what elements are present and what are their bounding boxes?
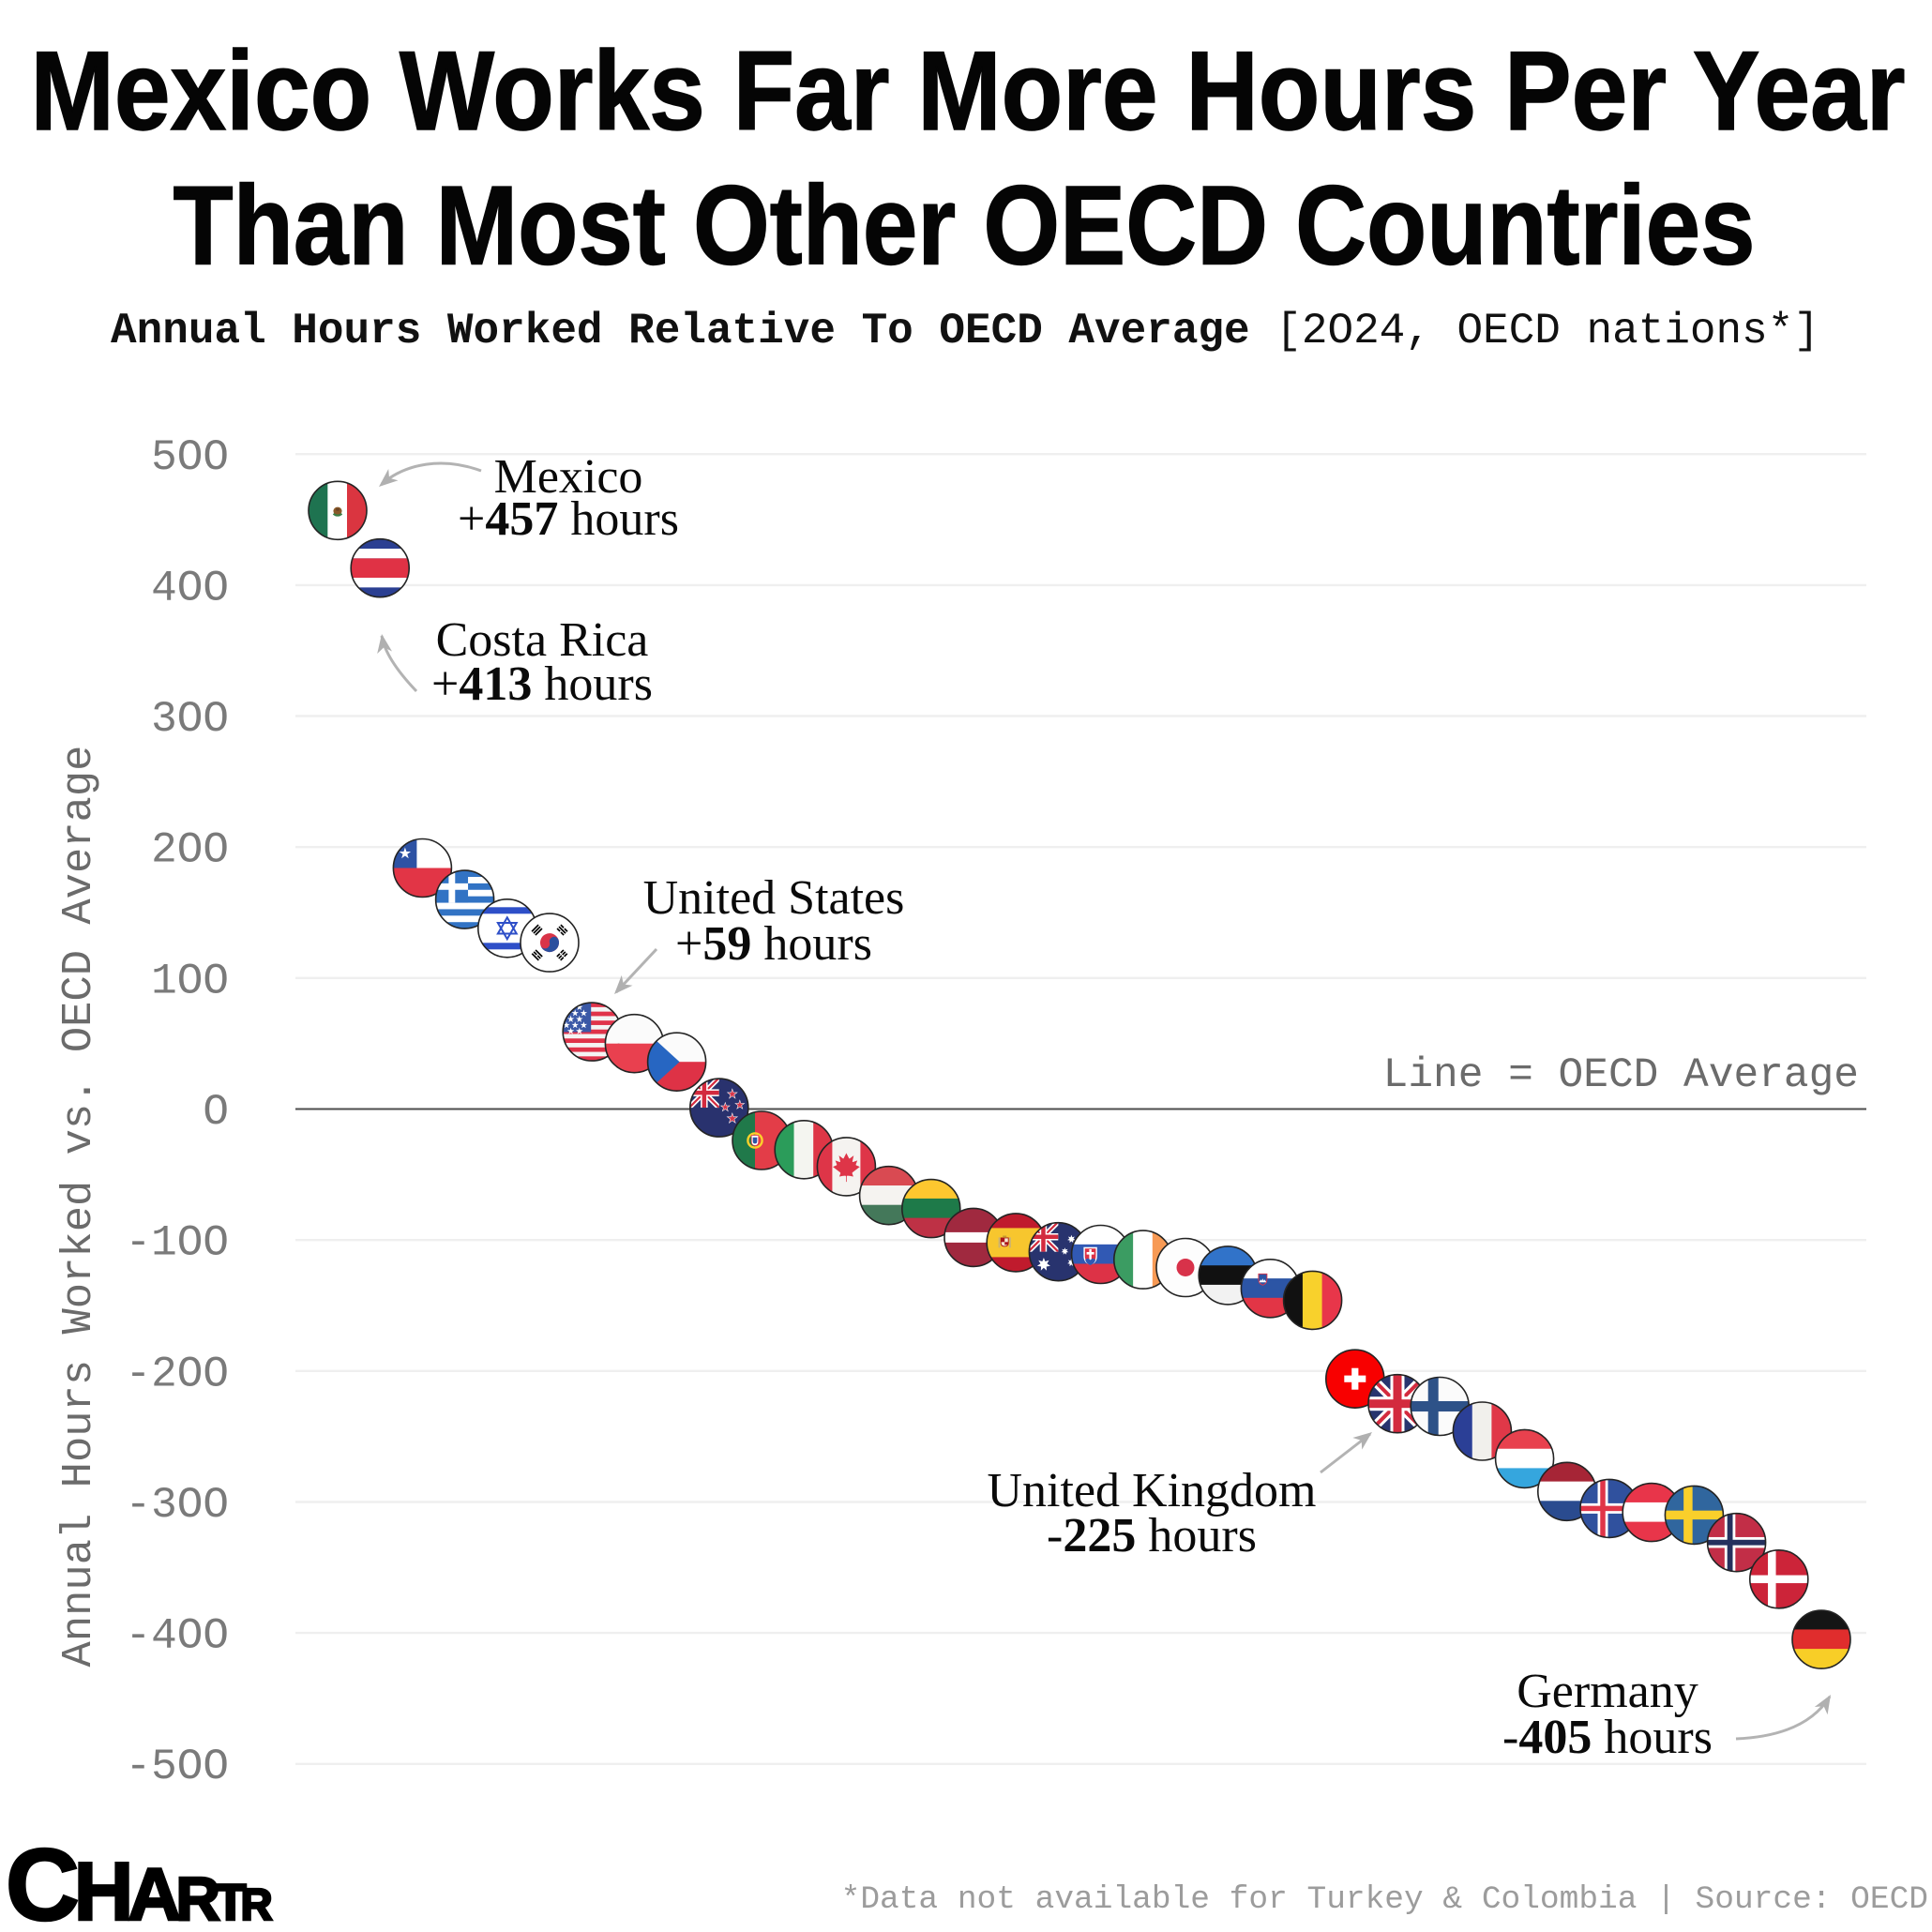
- svg-text:Annual Hours Worked vs. OECD A: Annual Hours Worked vs. OECD Average: [54, 746, 103, 1668]
- svg-text:2OO: 2OO: [151, 826, 229, 875]
- svg-text:-5OO: -5OO: [126, 1743, 229, 1791]
- svg-text:+457 hours: +457 hours: [458, 492, 679, 546]
- svg-text:-4OO: -4OO: [126, 1612, 229, 1661]
- svg-text:-1OO: -1OO: [126, 1219, 229, 1268]
- svg-text:+413 hours: +413 hours: [431, 657, 653, 711]
- svg-text:Costa Rica: Costa Rica: [436, 613, 649, 667]
- svg-text:-2OO: -2OO: [126, 1350, 229, 1398]
- svg-text:Germany: Germany: [1517, 1665, 1698, 1718]
- svg-text:Than Most Other OECD Countries: Than Most Other OECD Countries: [174, 163, 1756, 289]
- svg-text:Annual Hours Worked Relative T: Annual Hours Worked Relative To OECD Ave…: [111, 307, 1819, 355]
- svg-text:O: O: [203, 1088, 229, 1137]
- svg-text:-405 hours: -405 hours: [1502, 1711, 1713, 1764]
- svg-text:-3OO: -3OO: [126, 1481, 229, 1530]
- svg-text:-225 hours: -225 hours: [1047, 1509, 1257, 1562]
- svg-text:United States: United States: [643, 871, 905, 925]
- svg-text:3OO: 3OO: [151, 695, 229, 744]
- svg-text:4OO: 4OO: [151, 564, 229, 612]
- svg-text:Mexico Works Far More Hours Pe: Mexico Works Far More Hours Per Year: [31, 28, 1906, 154]
- svg-text:United Kingdom: United Kingdom: [988, 1464, 1317, 1517]
- svg-text:Mexico: Mexico: [494, 450, 643, 504]
- svg-text:1OO: 1OO: [151, 957, 229, 1005]
- svg-text:5OO: 5OO: [151, 433, 229, 482]
- svg-text:*Data not available for Turkey: *Data not available for Turkey & Colombi…: [841, 1881, 1928, 1918]
- svg-text:+59 hours: +59 hours: [675, 917, 872, 971]
- svg-text:Line = OECD Average: Line = OECD Average: [1383, 1052, 1859, 1099]
